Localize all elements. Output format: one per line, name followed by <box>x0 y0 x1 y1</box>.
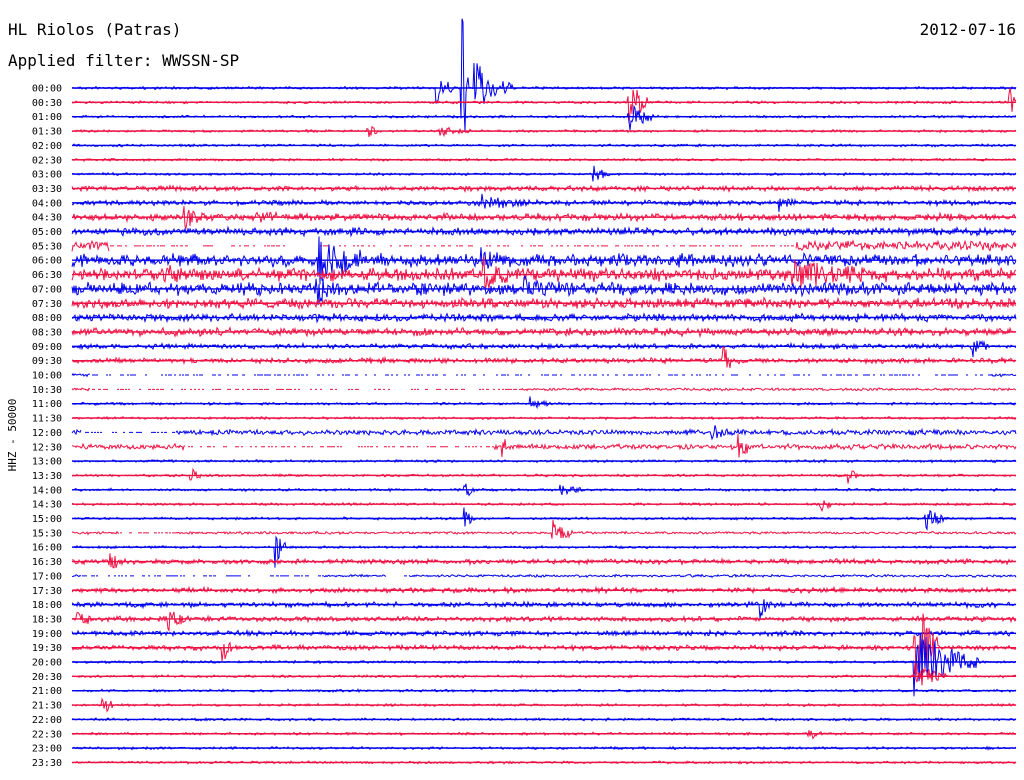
row-time-label: 10:00 <box>32 371 62 382</box>
row-time-label: 06:00 <box>32 256 62 267</box>
row-time-label: 08:00 <box>32 313 62 324</box>
trace-row <box>71 372 1017 378</box>
row-time-label: 00:00 <box>32 84 62 95</box>
trace-row <box>72 500 1017 513</box>
row-time-label: 14:30 <box>32 500 62 511</box>
trace-row <box>71 613 1017 675</box>
trace-row <box>71 599 1017 619</box>
row-time-label: 04:30 <box>32 213 62 224</box>
row-time-label: 03:30 <box>32 184 62 195</box>
trace-row <box>71 662 1017 686</box>
row-time-label: 11:00 <box>32 399 62 410</box>
trace-row <box>72 125 1017 138</box>
row-time-label: 19:30 <box>32 643 62 654</box>
row-time-label: 15:30 <box>32 528 62 539</box>
row-time-label: 20:00 <box>32 658 62 669</box>
row-time-label: 16:30 <box>32 557 62 568</box>
row-time-label: 07:30 <box>32 299 62 310</box>
row-time-label: 01:00 <box>32 112 62 123</box>
row-time-label: 14:00 <box>32 485 62 496</box>
row-time-label: 02:30 <box>32 155 62 166</box>
trace-row <box>71 256 1017 290</box>
row-time-label: 00:30 <box>32 98 62 109</box>
row-time-label: 05:30 <box>32 241 62 252</box>
trace-row <box>71 425 1017 441</box>
row-time-label: 17:00 <box>32 571 62 582</box>
trace-row <box>71 296 1017 311</box>
row-time-label: 09:30 <box>32 356 62 367</box>
row-time-label: 07:00 <box>32 284 62 295</box>
row-time-label: 19:00 <box>32 629 62 640</box>
trace-row <box>71 611 1017 633</box>
trace-row <box>71 339 1017 358</box>
trace-row <box>71 573 1017 579</box>
row-time-label: 02:00 <box>32 141 62 152</box>
row-time-label: 08:30 <box>32 327 62 338</box>
row-time-label: 20:30 <box>32 672 62 683</box>
row-time-label: 05:00 <box>32 227 62 238</box>
date-label: 2012-07-16 <box>919 20 1016 39</box>
row-time-label: 23:30 <box>32 758 62 769</box>
row-time-label: 12:00 <box>32 428 62 439</box>
trace-row <box>71 18 1017 132</box>
row-time-label: 18:00 <box>32 600 62 611</box>
row-time-label: 13:00 <box>32 457 62 468</box>
trace-row <box>71 345 1017 368</box>
trace-row <box>71 88 1017 124</box>
trace-row <box>71 104 1017 131</box>
trace-row <box>71 633 1017 697</box>
row-time-label: 17:30 <box>32 586 62 597</box>
trace-row <box>71 275 1017 306</box>
row-time-label: 04:00 <box>32 198 62 209</box>
row-time-label: 10:30 <box>32 385 62 396</box>
filter-label: Applied filter: WWSSN-SP <box>8 51 240 70</box>
row-time-label: 13:30 <box>32 471 62 482</box>
row-time-label: 03:00 <box>32 170 62 181</box>
row-time-label: 21:00 <box>32 686 62 697</box>
trace-row <box>71 467 1017 484</box>
trace-row <box>71 396 1017 410</box>
row-time-label: 15:00 <box>32 514 62 525</box>
row-time-label: 09:00 <box>32 342 62 353</box>
row-time-label: 18:30 <box>32 614 62 625</box>
row-time-label: 01:30 <box>32 127 62 138</box>
trace-row <box>71 387 1017 392</box>
row-time-label: 22:30 <box>32 729 62 740</box>
trace-row <box>71 519 1017 539</box>
row-time-label: 23:00 <box>32 744 62 755</box>
trace-row <box>71 326 1017 339</box>
row-time-label: 22:00 <box>32 715 62 726</box>
trace-row <box>71 239 1017 252</box>
station-title: HL Riolos (Patras) <box>8 20 182 39</box>
row-time-label: 11:30 <box>32 414 62 425</box>
trace-row <box>71 553 1017 569</box>
row-time-label: 12:30 <box>32 442 62 453</box>
row-time-label: 16:00 <box>32 543 62 554</box>
trace-row <box>71 433 1017 458</box>
row-time-label: 21:30 <box>32 701 62 712</box>
row-time-label: 06:30 <box>32 270 62 281</box>
